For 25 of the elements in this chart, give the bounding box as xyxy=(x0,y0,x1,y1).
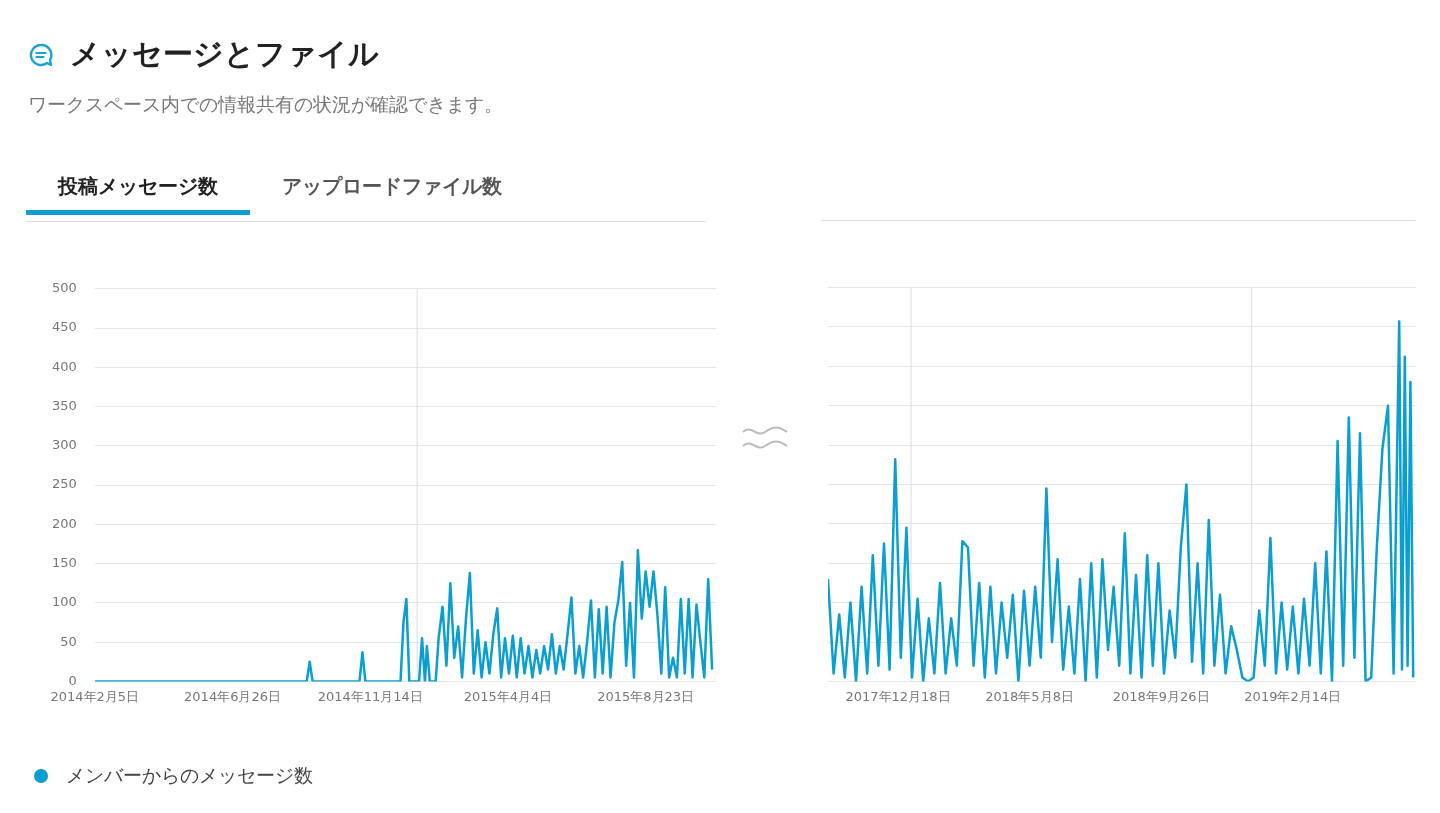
y-tick-label: 400 xyxy=(51,358,77,374)
x-tick-label: 2015年8月23日 xyxy=(597,688,695,704)
y-tick-label: 50 xyxy=(60,633,77,649)
x-tick-label: 2014年11月14日 xyxy=(317,688,423,704)
x-tick-label: 2017年12月18日 xyxy=(845,688,951,704)
x-tick-label: 2015年4月4日 xyxy=(463,688,553,704)
y-tick-label: 450 xyxy=(51,319,77,335)
text: 投稿メッセージ数 xyxy=(26,163,250,215)
legend-label: メンバーからのメッセージ数 xyxy=(66,763,313,788)
y-tick-label: 350 xyxy=(51,397,77,413)
x-tick-label: 2018年9月26日 xyxy=(1112,688,1210,704)
y-tick-label: 250 xyxy=(51,476,77,492)
y-tick-label: 0 xyxy=(68,672,77,688)
x-tick-label: 2018年5月8日 xyxy=(985,688,1074,704)
y-tick-label: 500 xyxy=(51,280,77,296)
y-tick-label: 100 xyxy=(51,594,77,610)
y-tick-label: 200 xyxy=(51,515,77,531)
x-tick-label: 2014年6月26日 xyxy=(184,688,281,704)
chart-subtitle: ワークスペース内での情報共有の状況が確認できます。 xyxy=(28,92,503,117)
chart-title: メッセージとファイル xyxy=(70,35,379,73)
y-tick-label: 300 xyxy=(51,437,77,453)
y-tick-label: 150 xyxy=(51,554,77,570)
text: アップロードファイル数 xyxy=(281,173,503,200)
x-tick-label: 2014年2月5日 xyxy=(50,688,140,704)
x-tick-label: 2019年2月14日 xyxy=(1244,688,1342,704)
